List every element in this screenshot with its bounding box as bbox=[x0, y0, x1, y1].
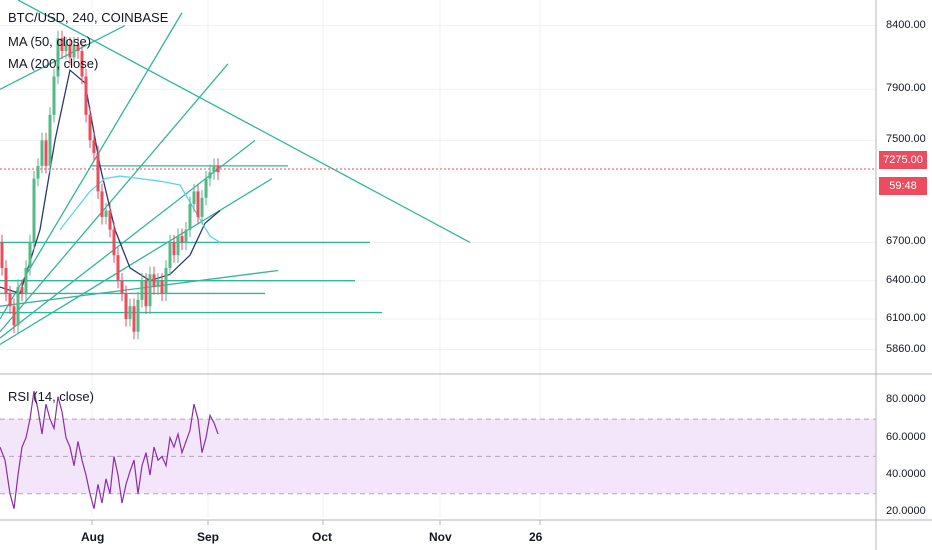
rsi-legend[interactable]: RSI (14, close) bbox=[8, 389, 94, 404]
price-axis-tick: 8400.00 bbox=[886, 18, 926, 31]
candle-body bbox=[48, 114, 52, 166]
price-axis-tick: 7500.00 bbox=[886, 133, 926, 146]
candle-body bbox=[36, 165, 40, 179]
candle-body bbox=[156, 280, 160, 288]
candle-body bbox=[208, 172, 212, 179]
chart-title[interactable]: BTC/USD, 240, COINBASE bbox=[8, 10, 169, 25]
countdown-badge: 59:48 bbox=[879, 177, 927, 195]
candle-body bbox=[0, 242, 4, 268]
time-axis-tick: Nov bbox=[429, 530, 452, 544]
ma200-legend[interactable]: MA (200, close) bbox=[8, 56, 99, 71]
candle-body bbox=[144, 280, 148, 307]
candle-body bbox=[60, 38, 64, 52]
price-axis-tick: 5860.00 bbox=[886, 342, 926, 355]
time-axis-tick: Oct bbox=[312, 530, 333, 544]
rsi-axis-tick: 60.0000 bbox=[886, 430, 926, 443]
candle-body bbox=[168, 242, 172, 268]
candle-body bbox=[104, 210, 108, 217]
trendline bbox=[0, 269, 279, 307]
trendline bbox=[17, 0, 471, 243]
candle-body bbox=[200, 197, 204, 217]
candle-body bbox=[108, 210, 112, 230]
candle-body bbox=[140, 280, 144, 300]
price-axis-tick: 6100.00 bbox=[886, 311, 926, 324]
candle-body bbox=[112, 229, 116, 256]
candle-body bbox=[64, 44, 68, 52]
candle-body bbox=[40, 140, 44, 166]
candle-body bbox=[172, 242, 176, 256]
rsi-axis-tick: 80.0000 bbox=[886, 393, 926, 406]
candle-body bbox=[204, 178, 208, 198]
candle-body bbox=[8, 293, 12, 307]
candle-body bbox=[196, 191, 200, 217]
candle-body bbox=[132, 306, 136, 332]
candle-body bbox=[148, 274, 152, 307]
rsi-axis-tick: 20.0000 bbox=[886, 505, 926, 518]
candle-body bbox=[124, 293, 128, 319]
candle-body bbox=[72, 44, 76, 58]
price-axis-tick: 6700.00 bbox=[886, 235, 926, 248]
candle-body bbox=[76, 44, 80, 52]
candle-body bbox=[24, 267, 28, 294]
candle-body bbox=[100, 191, 104, 217]
time-axis-tick: Aug bbox=[81, 530, 105, 544]
candle-body bbox=[216, 165, 220, 173]
trendline bbox=[0, 139, 256, 339]
candle-body bbox=[120, 280, 124, 294]
rsi-band bbox=[0, 419, 876, 494]
rsi-line bbox=[0, 390, 219, 509]
candle-body bbox=[80, 51, 84, 77]
candle-body bbox=[28, 242, 32, 268]
candle-body bbox=[160, 280, 164, 294]
last-price-badge: 7275.00 bbox=[879, 151, 927, 169]
candle-body bbox=[128, 306, 132, 319]
candle-body bbox=[96, 153, 100, 192]
candle-body bbox=[56, 38, 60, 77]
price-series bbox=[0, 30, 220, 340]
candle-body bbox=[184, 229, 188, 243]
candle-body bbox=[164, 267, 168, 294]
price-axis-tick: 6400.00 bbox=[886, 273, 926, 286]
trendlines bbox=[0, 0, 876, 346]
candle-body bbox=[116, 255, 120, 281]
rsi-panel bbox=[0, 390, 219, 509]
moving-averages bbox=[0, 68, 221, 295]
candle-body bbox=[4, 267, 8, 294]
ma-line bbox=[59, 175, 221, 243]
price-axis-tick: 7900.00 bbox=[886, 82, 926, 95]
ma50-legend[interactable]: MA (50, close) bbox=[8, 34, 92, 49]
candle-body bbox=[92, 140, 96, 154]
candle-body bbox=[52, 76, 56, 115]
candle-body bbox=[68, 44, 72, 58]
candle-body bbox=[16, 287, 20, 326]
candle-body bbox=[136, 299, 140, 332]
rsi-axis-tick: 40.0000 bbox=[886, 468, 926, 481]
candle-body bbox=[12, 306, 16, 326]
candle-body bbox=[176, 236, 180, 256]
candle-body bbox=[20, 287, 24, 294]
time-axis-tick: Sep bbox=[197, 530, 220, 544]
candle-body bbox=[44, 140, 48, 166]
candle-body bbox=[88, 114, 92, 141]
trendline bbox=[0, 178, 273, 346]
time-axis-tick: 26 bbox=[529, 530, 543, 544]
ma-line bbox=[0, 68, 221, 295]
candle-body bbox=[192, 191, 196, 205]
trendline bbox=[0, 63, 229, 333]
candle-body bbox=[84, 76, 88, 115]
candle-body bbox=[180, 236, 184, 243]
candle-body bbox=[188, 204, 192, 230]
candle-body bbox=[212, 165, 216, 173]
candle-body bbox=[32, 178, 36, 243]
candle-body bbox=[152, 274, 156, 288]
grid bbox=[0, 0, 876, 518]
